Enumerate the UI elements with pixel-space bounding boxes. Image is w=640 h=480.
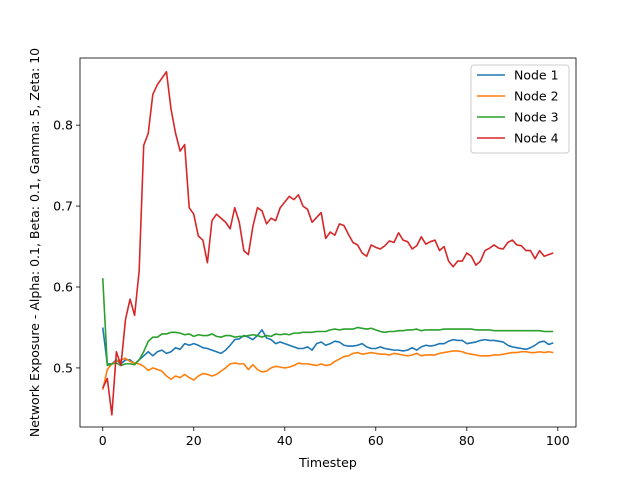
legend-label-node-4: Node 4 [514, 131, 559, 146]
x-axis-label: Timestep [298, 455, 357, 470]
x-tick-label: 40 [277, 433, 293, 448]
series-line-node-1 [101, 327, 554, 365]
y-axis-label: Network Exposure - Alpha: 0.1, Beta: 0.1… [27, 48, 42, 437]
legend-box [470, 64, 570, 154]
series-line-node-2 [101, 350, 554, 390]
y-tick-label: 0.5 [53, 360, 73, 375]
legend: Node 1 Node 2 Node 3 Node 4 [470, 64, 570, 154]
series-line-node-4 [102, 70, 554, 416]
x-tick-label: 80 [459, 433, 475, 448]
series-layer [101, 70, 554, 416]
legend-label-node-1: Node 1 [514, 68, 559, 83]
legend-label-node-3: Node 3 [514, 110, 559, 125]
legend-label-node-2: Node 2 [514, 89, 559, 104]
x-tick-label: 60 [368, 433, 384, 448]
x-axis: 0 20 40 60 80 100 [99, 427, 570, 448]
x-tick-label: 0 [99, 433, 107, 448]
y-tick-label: 0.7 [53, 199, 73, 214]
y-tick-label: 0.6 [53, 280, 73, 295]
plot-frame [79, 57, 577, 428]
x-tick-label: 100 [546, 433, 570, 448]
x-tick-label: 20 [186, 433, 202, 448]
y-tick-label: 0.8 [53, 118, 73, 133]
y-axis: 0.5 0.6 0.7 0.8 [53, 118, 80, 375]
series-line-node-3 [101, 278, 554, 367]
